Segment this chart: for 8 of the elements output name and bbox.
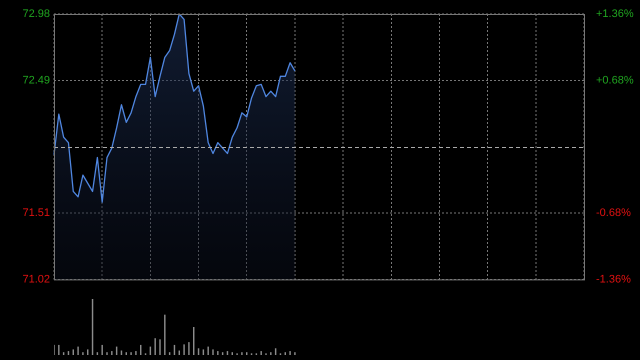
y2-tick-label: -1.36% [596,273,632,286]
y-tick-label: 71.51 [22,207,50,220]
y2-tick-label: +1.36% [596,8,634,20]
y-tick-label: 72.49 [22,74,50,86]
y2-tick-label: -0.68% [596,207,632,220]
y2-tick-label: +0.68% [596,74,634,86]
y-tick-label: 72.98 [22,8,50,20]
y-tick-label: 71.02 [22,273,50,286]
